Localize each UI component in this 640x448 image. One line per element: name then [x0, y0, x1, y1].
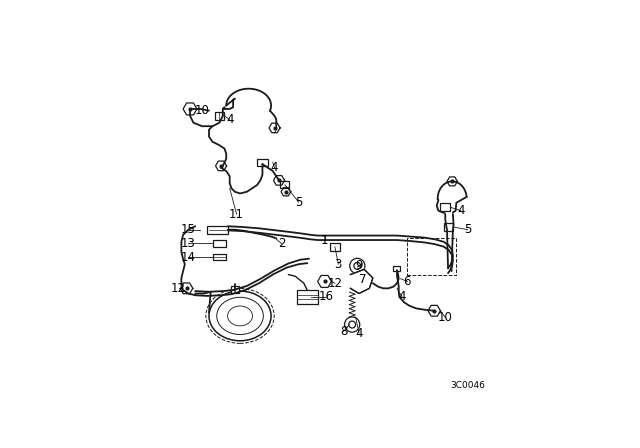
Text: 2: 2 [278, 237, 285, 250]
Text: 12: 12 [171, 282, 186, 295]
Text: 15: 15 [181, 223, 196, 236]
Bar [297, 290, 317, 303]
Text: 13: 13 [181, 237, 196, 250]
Text: 4: 4 [226, 113, 234, 126]
Text: 7: 7 [359, 273, 366, 286]
Text: 12: 12 [328, 277, 342, 290]
Bar [280, 181, 289, 188]
Text: 6: 6 [404, 275, 411, 288]
Text: 8: 8 [340, 325, 348, 338]
Bar [392, 266, 400, 271]
Text: 14: 14 [180, 251, 196, 264]
Bar [440, 203, 450, 211]
Text: 9: 9 [355, 259, 363, 272]
Text: 4: 4 [355, 327, 363, 340]
Circle shape [354, 263, 361, 269]
Text: 1: 1 [321, 233, 328, 246]
Bar [330, 243, 340, 251]
Bar [212, 254, 226, 260]
Text: 4: 4 [457, 204, 465, 217]
Text: 4: 4 [271, 161, 278, 174]
Text: 5: 5 [464, 223, 472, 236]
Bar [207, 225, 228, 234]
Bar [444, 223, 453, 231]
Ellipse shape [209, 291, 271, 341]
Text: 10: 10 [195, 104, 209, 117]
Text: 3: 3 [335, 258, 342, 271]
Text: 11: 11 [229, 208, 244, 221]
Text: 10: 10 [438, 311, 452, 324]
Circle shape [349, 321, 356, 328]
Circle shape [349, 258, 365, 273]
Bar [257, 159, 268, 166]
Circle shape [344, 317, 360, 332]
Text: 5: 5 [295, 196, 302, 209]
Text: 3C0046: 3C0046 [451, 381, 485, 390]
Text: 16: 16 [319, 290, 334, 303]
Bar [212, 241, 226, 246]
Polygon shape [351, 269, 373, 293]
Bar [230, 286, 239, 293]
Text: 4: 4 [399, 290, 406, 303]
Bar [215, 112, 223, 120]
